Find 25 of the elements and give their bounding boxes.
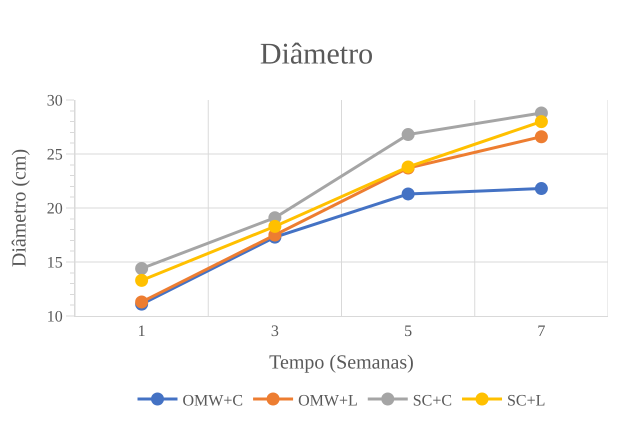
x-tick-label: 3 bbox=[270, 323, 279, 340]
legend-label: OMW+L bbox=[298, 392, 358, 410]
y-tick-label: 30 bbox=[46, 92, 63, 110]
x-axis-title: Tempo (Semanas) bbox=[269, 352, 414, 374]
point bbox=[402, 187, 415, 200]
point bbox=[135, 262, 148, 275]
point bbox=[135, 274, 148, 287]
y-axis-title: Diâmetro (cm) bbox=[8, 148, 30, 268]
point bbox=[268, 220, 282, 233]
point bbox=[534, 115, 548, 128]
legend-label: OMW+C bbox=[182, 392, 244, 410]
x-tick-label: 5 bbox=[404, 323, 412, 340]
y-tick-label: 10 bbox=[46, 308, 63, 326]
point bbox=[402, 128, 415, 142]
y-tick-label: 15 bbox=[46, 254, 63, 272]
y-tick-label: 25 bbox=[46, 146, 63, 164]
x-tick-label: 7 bbox=[537, 323, 546, 340]
point bbox=[534, 130, 548, 144]
point bbox=[135, 295, 148, 308]
chart-title: Diâmetro bbox=[260, 38, 374, 71]
x-tick-label: 1 bbox=[138, 323, 146, 340]
legend-label: SC+L bbox=[507, 392, 546, 410]
legend-label: SC+C bbox=[412, 392, 452, 410]
y-tick-label: 20 bbox=[46, 200, 63, 218]
point bbox=[534, 182, 548, 196]
